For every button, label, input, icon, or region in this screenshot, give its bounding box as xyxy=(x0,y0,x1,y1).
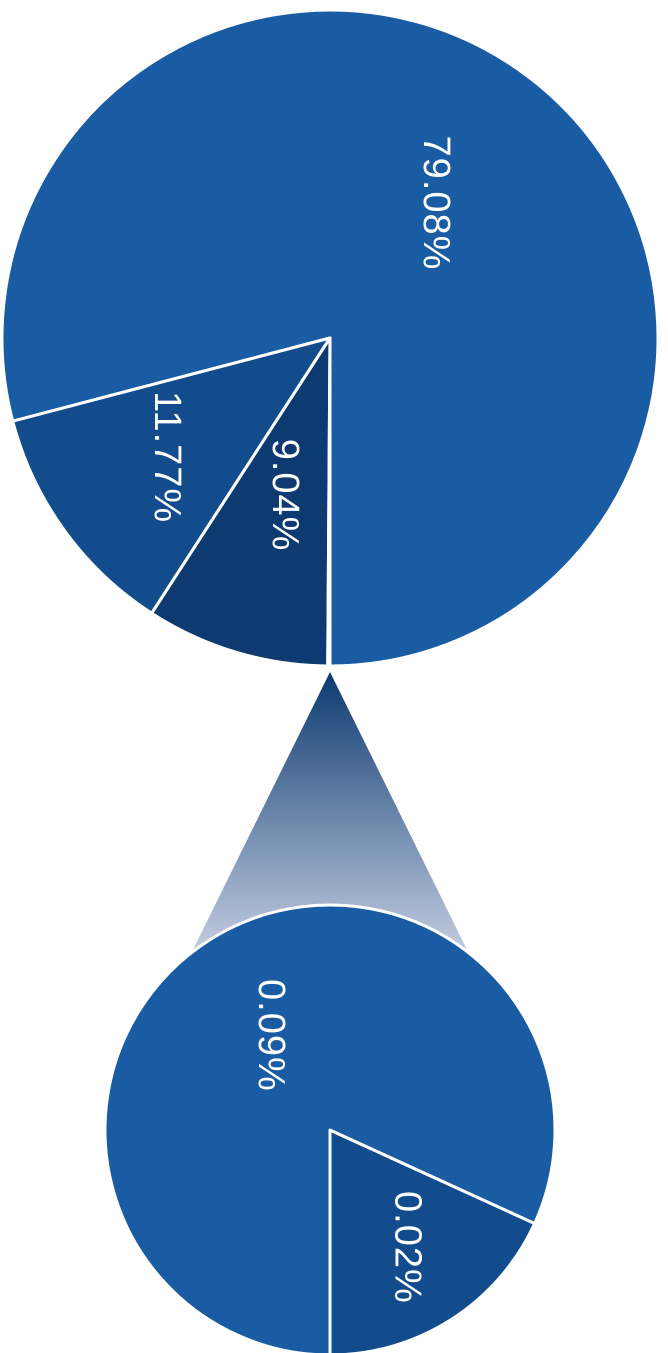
connector-layer xyxy=(191,672,469,953)
slice-11-77 xyxy=(11,336,332,615)
connector-wedge xyxy=(191,672,469,953)
data-labels: 79.08% 11.77% 9.04% 0.02% 0.09% xyxy=(146,136,457,1304)
data-label: 0.09% xyxy=(250,979,292,1092)
slice-0-02 xyxy=(328,1128,537,1353)
main-pie xyxy=(0,8,660,668)
data-label: 79.08% xyxy=(415,136,457,271)
slice-0-09 xyxy=(103,903,557,1353)
secondary-pie xyxy=(103,903,557,1353)
slice-exploded-rest xyxy=(326,336,332,668)
data-label: 9.04% xyxy=(264,439,306,552)
slice-9-04 xyxy=(150,336,332,668)
data-label: 0.02% xyxy=(386,1191,428,1304)
data-label: 11.77% xyxy=(146,391,188,523)
